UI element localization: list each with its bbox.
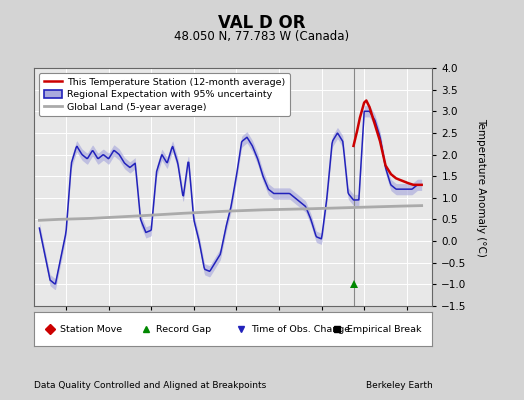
Text: Berkeley Earth: Berkeley Earth [366, 381, 432, 390]
Text: 48.050 N, 77.783 W (Canada): 48.050 N, 77.783 W (Canada) [174, 30, 350, 43]
Legend: This Temperature Station (12-month average), Regional Expectation with 95% uncer: This Temperature Station (12-month avera… [39, 73, 290, 116]
Text: Empirical Break: Empirical Break [347, 324, 421, 334]
Y-axis label: Temperature Anomaly (°C): Temperature Anomaly (°C) [476, 118, 486, 256]
Text: Time of Obs. Change: Time of Obs. Change [251, 324, 350, 334]
Text: Data Quality Controlled and Aligned at Breakpoints: Data Quality Controlled and Aligned at B… [34, 381, 266, 390]
Text: Record Gap: Record Gap [156, 324, 211, 334]
Text: VAL D OR: VAL D OR [219, 14, 305, 32]
Text: Station Move: Station Move [60, 324, 122, 334]
